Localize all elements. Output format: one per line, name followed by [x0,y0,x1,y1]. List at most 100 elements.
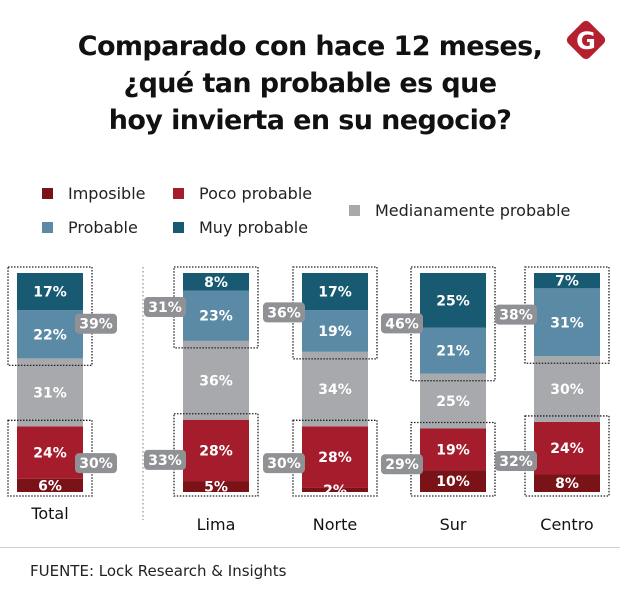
total-badge-negative-label-total: 30% [79,456,113,472]
data-label-total-muy-probable: 17% [33,285,67,301]
legend-label: Medianamente probable [375,201,571,220]
legend-label: Poco probable [199,184,313,203]
total-badge-positive-label-centro: 38% [499,308,533,324]
total-badge-positive-sur [381,313,423,334]
bar-segment-total-muy-probable [17,273,83,311]
data-label-centro-medianamente-probable: 30% [550,382,584,398]
bar-segment-total-medianamente-probable [17,358,83,427]
group-box-positive-norte [292,266,378,360]
total-badge-positive-label-sur: 46% [385,316,419,332]
total-badge-positive-label-norte: 36% [267,305,301,321]
title-line-3: hoy invierta en su negocio? [108,105,512,136]
data-label-sur-poco-probable: 19% [436,442,470,458]
bar-segment-centro-probable [534,288,600,357]
bar-segment-lima-imposible [183,481,249,492]
legend-swatch-muy-probable [173,222,184,233]
data-label-centro-muy-probable: 7% [555,274,579,290]
bar-segment-centro-imposible [534,474,600,492]
data-label-centro-imposible: 8% [555,476,579,492]
group-box-negative-total [7,419,93,497]
total-badge-negative-total [75,453,117,474]
total-badge-negative-sur [381,454,423,475]
data-label-sur-medianamente-probable: 25% [436,394,470,410]
data-label-lima-muy-probable: 8% [204,275,228,291]
total-badge-positive-label-total: 39% [79,317,113,333]
legend-label: Imposible [68,184,146,203]
bar-segment-sur-muy-probable [420,273,486,328]
data-label-centro-poco-probable: 24% [550,441,584,457]
bar-segment-sur-probable [420,327,486,374]
total-badge-positive-centro [495,304,537,325]
data-label-norte-probable: 19% [318,324,352,340]
category-label-total: Total [30,504,68,523]
bar-segment-norte-imposible [302,487,368,492]
total-badge-negative-norte [263,453,305,474]
bar-segment-lima-muy-probable [183,273,249,291]
total-badge-positive-lima [144,296,186,317]
data-label-lima-probable: 23% [199,309,233,325]
category-label-lima: Lima [197,515,236,534]
logo-letter: G [576,27,596,55]
data-label-lima-medianamente-probable: 36% [199,373,233,389]
data-label-norte-poco-probable: 28% [318,450,352,466]
data-label-centro-probable: 31% [550,315,584,331]
data-label-norte-muy-probable: 17% [318,285,352,301]
gestion-logo-icon: G [566,20,606,60]
legend-swatch-poco-probable [173,188,184,199]
legend-item-muy-probable: Muy probable [173,218,308,237]
bar-segment-centro-poco-probable [534,421,600,475]
bar-segment-norte-medianamente-probable [302,351,368,427]
total-badge-negative-label-centro: 32% [499,454,533,470]
bar-segment-sur-poco-probable [420,428,486,471]
data-label-total-imposible: 6% [38,478,62,494]
bar-segment-norte-poco-probable [302,426,368,488]
bar-segment-total-probable [17,310,83,359]
bar-segment-lima-medianamente-probable [183,340,249,420]
total-badge-negative-label-lima: 33% [148,453,182,469]
total-badge-negative-label-sur: 29% [385,457,419,473]
data-label-lima-imposible: 5% [204,480,228,496]
stacked-bar-chart: 6% 24% 31% 22% 17% 39% 30% Total 5% 28% 36% 23% 8% 31… [7,266,610,534]
bar-segment-norte-probable [302,310,368,352]
total-badge-negative-lima [144,449,186,470]
title-line-1: Comparado con hace 12 meses, [77,31,543,62]
total-badge-positive-total [75,313,117,334]
bar-segment-total-imposible [17,478,83,492]
data-label-norte-medianamente-probable: 34% [318,382,352,398]
legend-swatch-imposible [42,188,53,199]
bar-segment-sur-imposible [420,470,486,492]
data-label-total-medianamente-probable: 31% [33,385,67,401]
bar-segment-centro-muy-probable [534,273,600,289]
total-badge-negative-label-norte: 30% [267,456,301,472]
data-label-sur-probable: 21% [436,344,470,360]
legend-label: Muy probable [199,218,309,237]
title-line-2: ¿qué tan probable es que [123,68,498,99]
data-label-sur-muy-probable: 25% [436,293,470,309]
legend-label: Probable [68,218,138,237]
total-badge-positive-label-lima: 31% [148,300,182,316]
group-box-negative-norte [292,419,378,497]
data-label-total-probable: 22% [33,327,67,343]
data-label-total-poco-probable: 24% [33,446,67,462]
footer-divider [0,547,620,548]
bar-segment-lima-poco-probable [183,419,249,482]
source-note: FUENTE: Lock Research & Insights [30,562,287,580]
group-box-positive-sur [410,266,496,382]
bar-segment-total-poco-probable [17,426,83,479]
data-label-norte-imposible: 2% [323,483,347,499]
bar-segment-sur-medianamente-probable [420,373,486,429]
legend-swatch-medianamente-probable [349,205,360,216]
total-badge-negative-centro [495,450,537,471]
legend-swatch-probable [42,222,53,233]
data-label-lima-poco-probable: 28% [199,443,233,459]
total-badge-positive-norte [263,302,305,323]
legend-item-imposible: Imposible [42,184,145,203]
bar-segment-norte-muy-probable [302,273,368,311]
chart-title: Comparado con hace 12 meses, ¿qué tan pr… [0,28,620,139]
bar-segment-centro-medianamente-probable [534,356,600,422]
legend-item-medianamente-probable: Medianamente probable [349,201,570,220]
category-label-norte: Norte [313,515,357,534]
category-label-sur: Sur [440,515,467,534]
data-label-sur-imposible: 10% [436,474,470,490]
bar-segment-lima-probable [183,290,249,341]
